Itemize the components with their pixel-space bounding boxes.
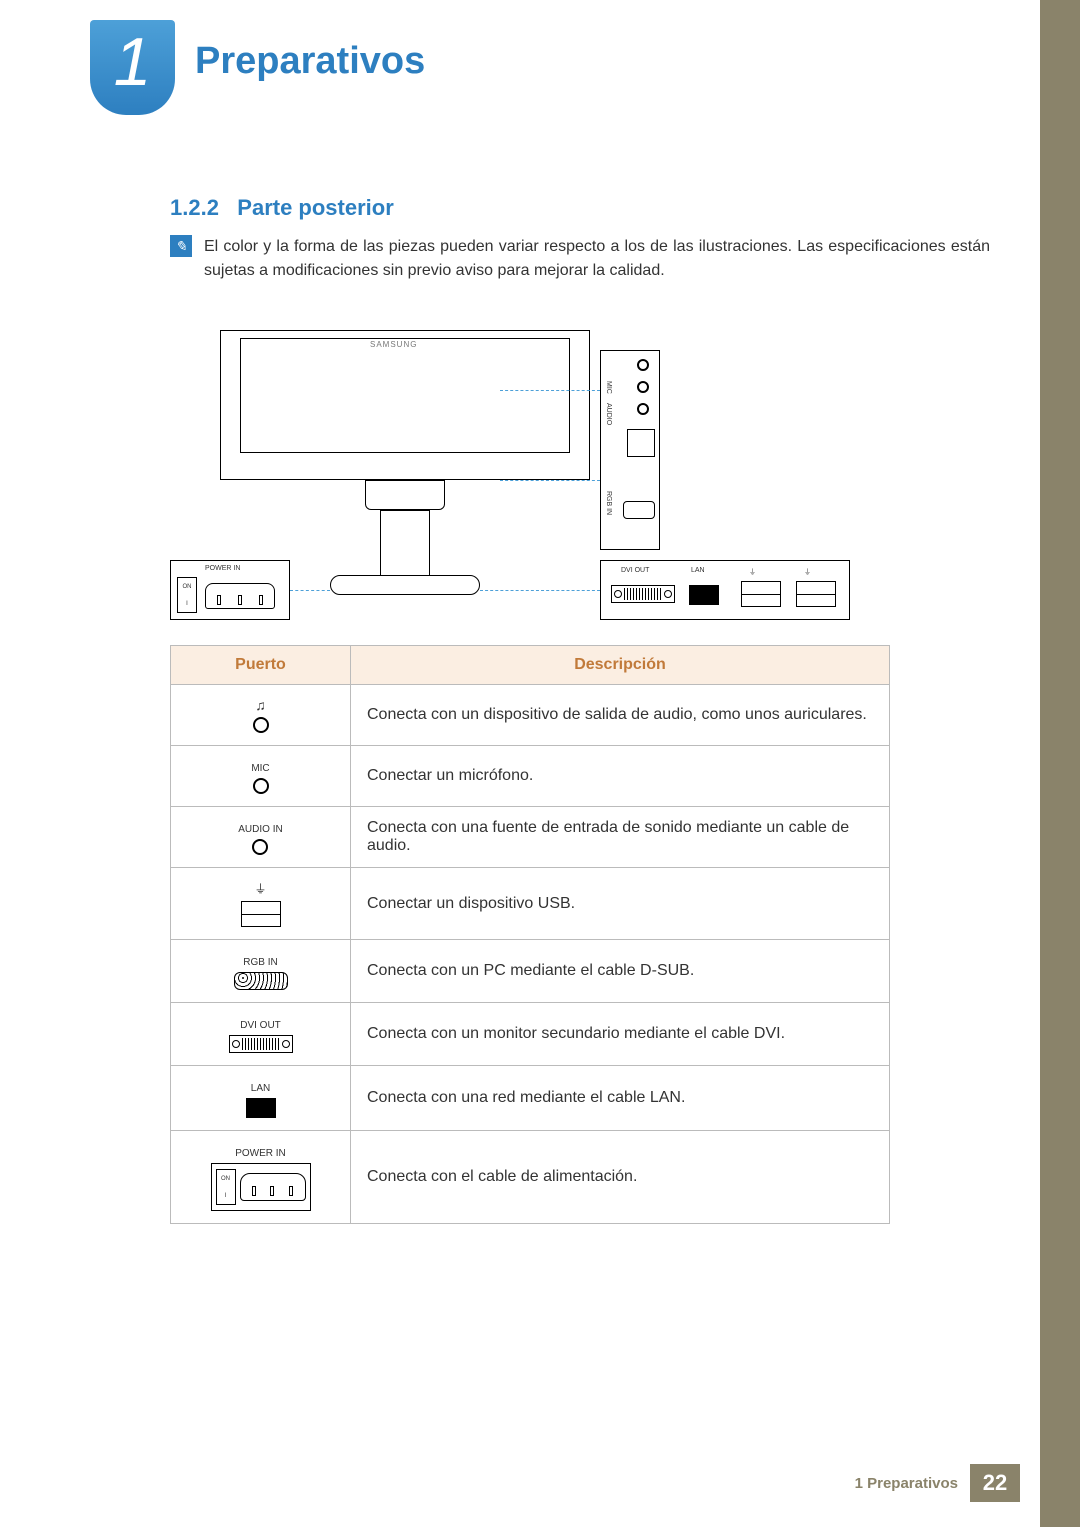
lan-label: LAN — [691, 567, 705, 574]
row-desc: Conectar un dispositivo USB. — [351, 868, 890, 940]
row-desc: Conecta con una red mediante el cable LA… — [351, 1066, 890, 1131]
power-switch-icon: ONI — [177, 577, 197, 613]
chapter-number: 1 — [114, 28, 152, 96]
bottom-panel: DVI OUT LAN ⏚ ⏚ — [600, 560, 850, 620]
port-label: LAN — [251, 1083, 270, 1094]
port-label: POWER IN — [235, 1148, 286, 1159]
row-desc: Conecta con una fuente de entrada de son… — [351, 807, 890, 868]
power-panel: POWER IN ONI — [170, 560, 290, 620]
power-in-port-icon: POWER IN ONI — [211, 1148, 311, 1211]
headphone-port-icon: ♫ — [253, 697, 269, 733]
row-desc: Conectar un micrófono. — [351, 746, 890, 807]
table-row: ♫ Conecta con un dispositivo de salida d… — [171, 685, 890, 746]
side-stripe — [1040, 0, 1080, 1527]
power-label: POWER IN — [205, 565, 240, 572]
rgb-label: RGB IN — [605, 491, 612, 515]
monitor-inner — [240, 338, 570, 453]
table-row: ⏚ Conectar un dispositivo USB. — [171, 868, 890, 940]
audio-label: AUDIO — [605, 403, 612, 425]
rear-diagram: SAMSUNG POWER IN ONI MIC AUDIO RGB IN DV… — [170, 320, 870, 630]
lan-port-icon: LAN — [246, 1083, 276, 1118]
dvi-label: DVI OUT — [621, 567, 649, 574]
table-row: LAN Conecta con una red mediante el cabl… — [171, 1066, 890, 1131]
row-desc: Conecta con el cable de alimentación. — [351, 1131, 890, 1224]
section-heading: 1.2.2 Parte posterior — [170, 195, 394, 221]
page-footer: 1 Preparativos 22 — [855, 1464, 1020, 1502]
headphone-dot-icon — [637, 359, 649, 371]
table-row: POWER IN ONI Conecta con el cable de ali… — [171, 1131, 890, 1224]
dash-line — [290, 590, 330, 591]
chapter-badge: 1 — [90, 20, 175, 115]
section-title: Parte posterior — [237, 195, 394, 220]
page-number: 22 — [970, 1464, 1020, 1502]
switch-on-label: ON — [183, 584, 192, 590]
port-label: RGB IN — [243, 957, 277, 968]
chapter-title: Preparativos — [195, 40, 425, 83]
ports-table: Puerto Descripción ♫ Conecta con un disp… — [170, 645, 890, 1224]
power-inlet-icon — [205, 583, 275, 609]
footer-section: 1 Preparativos — [855, 1475, 958, 1492]
dvi-out-port-icon: DVI OUT — [229, 1020, 293, 1053]
section-number: 1.2.2 — [170, 195, 219, 220]
dash-line — [500, 480, 600, 481]
row-desc: Conecta con un PC mediante el cable D-SU… — [351, 940, 890, 1003]
dash-line — [480, 590, 600, 591]
table-row: DVI OUT Conecta con un monitor secundari… — [171, 1003, 890, 1066]
port-label: AUDIO IN — [238, 824, 282, 835]
port-label: MIC — [251, 763, 269, 774]
rgb-side-icon — [623, 501, 655, 519]
col-port-header: Puerto — [171, 646, 351, 685]
port-label: DVI OUT — [240, 1020, 281, 1031]
mic-dot-icon — [637, 381, 649, 393]
note-icon: ✎ — [170, 235, 192, 257]
mic-port-icon: MIC — [251, 763, 269, 794]
brand-label: SAMSUNG — [370, 340, 417, 349]
dvi-panel-icon — [611, 585, 675, 603]
usb-sym2: ⏚ — [804, 567, 811, 577]
table-row: AUDIO IN Conecta con una fuente de entra… — [171, 807, 890, 868]
col-desc-header: Descripción — [351, 646, 890, 685]
stand-neck — [365, 480, 445, 510]
switch-on-label: ON — [221, 1176, 230, 1182]
table-row: MIC Conectar un micrófono. — [171, 746, 890, 807]
table-row: RGB IN Conecta con un PC mediante el cab… — [171, 940, 890, 1003]
usb-sym1: ⏚ — [749, 567, 756, 577]
note-row: ✎ El color y la forma de las piezas pued… — [170, 235, 990, 283]
lan-panel-icon — [689, 585, 719, 610]
row-desc: Conecta con un dispositivo de salida de … — [351, 685, 890, 746]
row-desc: Conecta con un monitor secundario median… — [351, 1003, 890, 1066]
side-panel: MIC AUDIO RGB IN — [600, 350, 660, 550]
audio-dot-icon — [637, 403, 649, 415]
usb-side-icon — [627, 429, 655, 457]
rgb-in-port-icon: RGB IN — [234, 957, 288, 990]
stand-base — [330, 575, 480, 595]
usb-panel2-icon — [796, 581, 836, 607]
mic-label: MIC — [605, 381, 612, 394]
dash-line — [500, 390, 600, 391]
usb-panel1-icon — [741, 581, 781, 607]
usb-port-icon: ⏚ — [241, 880, 281, 927]
note-text: El color y la forma de las piezas pueden… — [204, 235, 990, 283]
audio-in-port-icon: AUDIO IN — [238, 824, 282, 855]
